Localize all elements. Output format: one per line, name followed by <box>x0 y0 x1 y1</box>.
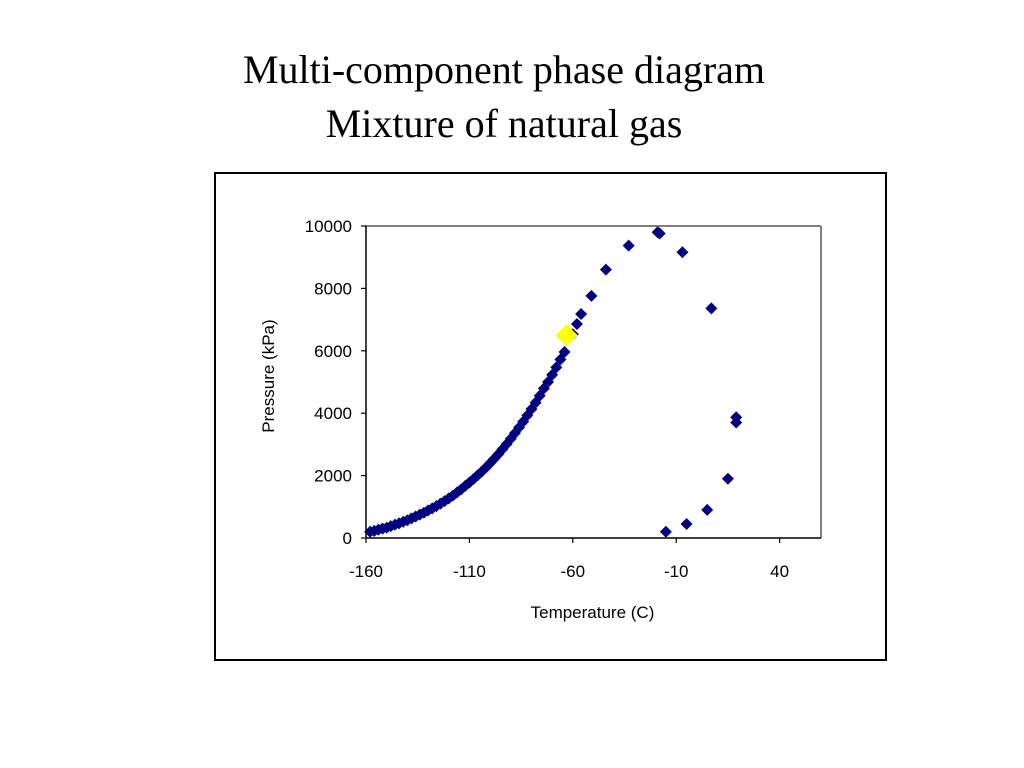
data-point <box>558 346 571 359</box>
data-point <box>701 503 714 516</box>
y-tick-label: 6000 <box>314 342 352 361</box>
data-point <box>401 514 414 527</box>
x-tick-label: 40 <box>770 562 789 581</box>
data-point <box>659 525 672 538</box>
data-point <box>529 396 542 409</box>
y-tick-label: 8000 <box>314 279 352 298</box>
data-point <box>676 246 689 259</box>
chart-frame: 0 2000 4000 6000 8000 10000 -160 -110 -60 -10 40 Te… <box>214 172 887 661</box>
data-point <box>705 302 718 315</box>
y-axis-label: Pressure (kPa) <box>259 319 278 432</box>
y-tick-label: 0 <box>343 529 352 548</box>
phase-diagram-chart: 0 2000 4000 6000 8000 10000 -160 -110 -60 -10 40 Te… <box>259 217 822 622</box>
data-point <box>446 489 459 502</box>
title-line-2: Mixture of natural gas <box>325 101 683 146</box>
data-point <box>422 504 435 517</box>
data-point <box>533 389 546 402</box>
y-tick-label: 10000 <box>305 217 352 236</box>
x-axis-label: Temperature (C) <box>531 603 655 622</box>
data-point <box>570 317 583 330</box>
data-point <box>653 227 666 240</box>
data-point <box>575 307 588 320</box>
data-point <box>622 239 635 252</box>
x-tick-label: -160 <box>349 562 383 581</box>
data-point <box>525 403 538 416</box>
data-point <box>442 492 455 505</box>
data-point <box>730 411 743 424</box>
y-tick-label: 4000 <box>314 404 352 423</box>
y-tick-label: 2000 <box>314 467 352 486</box>
highlighted-point <box>555 324 578 347</box>
x-tick-label: -10 <box>664 562 689 581</box>
data-point <box>599 263 612 276</box>
data-point <box>585 289 598 302</box>
x-tick-label: -60 <box>561 562 586 581</box>
data-point <box>680 517 693 530</box>
x-tick-label: -110 <box>453 562 486 581</box>
data-point <box>721 472 734 485</box>
title-line-1: Multi-component phase diagram <box>242 47 766 92</box>
